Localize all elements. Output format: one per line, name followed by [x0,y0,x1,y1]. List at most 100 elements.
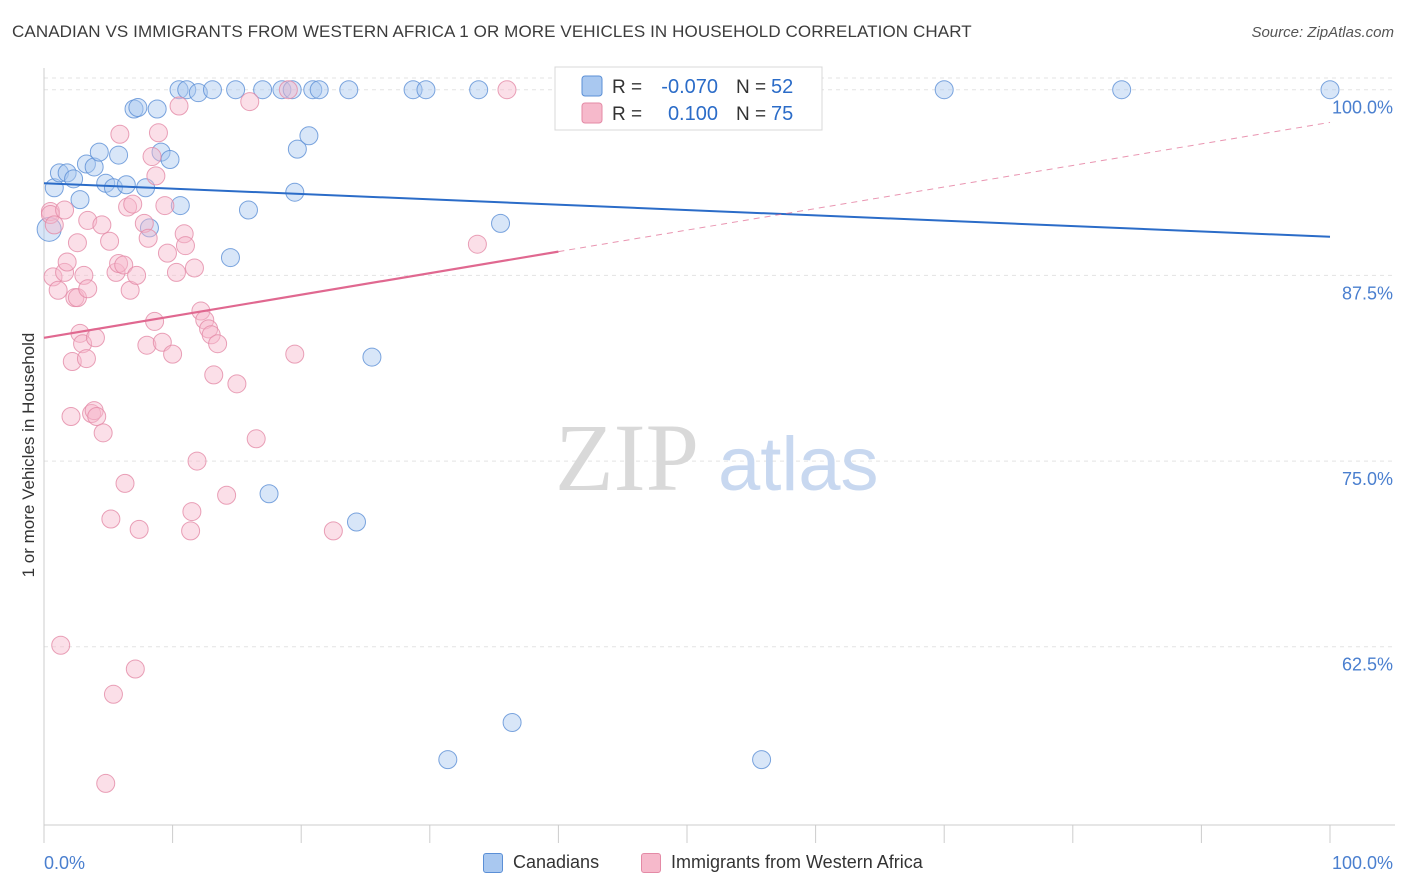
immigrants-trend-line-dashed [558,121,1331,253]
canadians-point [346,512,366,532]
immigrants-point [87,407,107,427]
y-tick-label: 62.5% [1342,655,1393,675]
canadians-point [285,182,305,202]
watermark-zip: ZIP [555,404,699,511]
immigrants-point [73,334,93,354]
immigrants-point [55,200,75,220]
canadians-point [469,80,489,100]
canadians-point [170,196,190,216]
immigrants-point [148,123,168,143]
immigrants-point [48,280,68,300]
x-tick-label: 0.0% [44,853,85,873]
canadians-point [89,142,109,162]
immigrants-point [145,311,165,331]
immigrants-point [182,502,202,522]
immigrants-point [323,521,343,541]
immigrants-point [103,684,123,704]
canadians-point [169,80,189,100]
legend-n-label-1: N = [736,77,766,98]
watermark-atlas: atlas [718,422,879,507]
immigrants-point [163,344,183,364]
immigrants-point [157,243,177,263]
legend-item-immigrants[interactable]: Immigrants from Western Africa [641,852,923,873]
trend-lines [43,121,1331,339]
canadians-point [70,190,90,210]
immigrants-point [155,196,175,216]
canadians-point [253,80,273,100]
canadians-point [147,99,167,119]
canadians-point [491,213,511,233]
canadians-point [309,80,329,100]
immigrants-point [278,80,298,100]
canadians-point [103,178,123,198]
immigrants-point [57,252,77,272]
immigrants-point [115,473,135,493]
canadians-point [160,150,180,170]
immigrants-point [125,659,145,679]
immigrants-point [129,519,149,539]
bottom-legend: Canadians Immigrants from Western Africa [0,852,1406,878]
legend-swatch-immigrants-bottom [641,852,661,873]
immigrants-point [78,279,98,299]
canadians-point [49,163,69,183]
canadians-point [934,80,954,100]
canadians-point [238,200,258,220]
canadians-point [202,80,222,100]
canadians-point [339,80,359,100]
y-tick-label: 87.5% [1342,283,1393,303]
immigrants-point [96,773,116,793]
immigrants-point [51,635,71,655]
legend-n-value-2: 75 [771,103,793,125]
canadians-point [259,484,279,504]
y-tick-label: 75.0% [1342,469,1393,489]
canadians-point [502,713,522,733]
immigrants-point [118,197,138,217]
canadians-point [299,126,319,146]
canadians-point [128,98,148,118]
canadians-point [116,175,136,195]
immigrants-point [184,258,204,278]
y-tick-label: 100.0% [1332,98,1393,118]
axes: 62.5% 75.0% 87.5% 100.0% 0.0% 100.0% [43,68,1395,873]
canadians-trend-line [43,182,1331,238]
canadians-point [438,750,458,770]
immigrants-point [76,349,96,369]
immigrants-point [134,213,154,233]
immigrants-point [208,334,228,354]
legend-item-canadians[interactable]: Canadians [483,852,599,873]
immigrants-point [187,451,207,471]
immigrants-point [114,255,134,275]
immigrants-point [146,166,166,186]
immigrants-point [62,352,82,372]
immigrants-point [101,509,121,529]
immigrants-point [246,429,266,449]
immigrants-point [127,265,147,285]
stats-legend: R = -0.070 N = 52 R = 0.100 N = 75 [554,66,823,131]
grid-lines [44,77,1395,648]
immigrants-point [110,124,130,144]
y-axis-label: 1 or more Vehicles in Household [19,333,38,578]
immigrants-point [85,328,105,348]
canadians-point [1320,80,1340,100]
legend-n-value-1: 52 [771,76,793,98]
immigrants-point [204,365,224,385]
immigrants-point [137,335,157,355]
x-tick-label: 100.0% [1332,853,1393,873]
immigrants-point [138,228,158,248]
immigrants-point [240,92,260,112]
immigrants-point [92,215,112,235]
immigrants-point [123,194,143,214]
immigrants-trend-line [43,250,559,339]
canadians-point [287,139,307,159]
legend-label-canadians: Canadians [513,852,600,872]
immigrants-point [67,233,87,253]
canadians-point [752,750,772,770]
legend-swatch-immigrants [581,102,603,124]
canadians-point [84,157,104,177]
canadians-point [177,80,197,100]
immigrants-point [93,423,113,443]
legend-r-label-1: R = [612,77,642,98]
immigrants-point [217,485,237,505]
legend-swatch-canadians-bottom [483,852,503,873]
